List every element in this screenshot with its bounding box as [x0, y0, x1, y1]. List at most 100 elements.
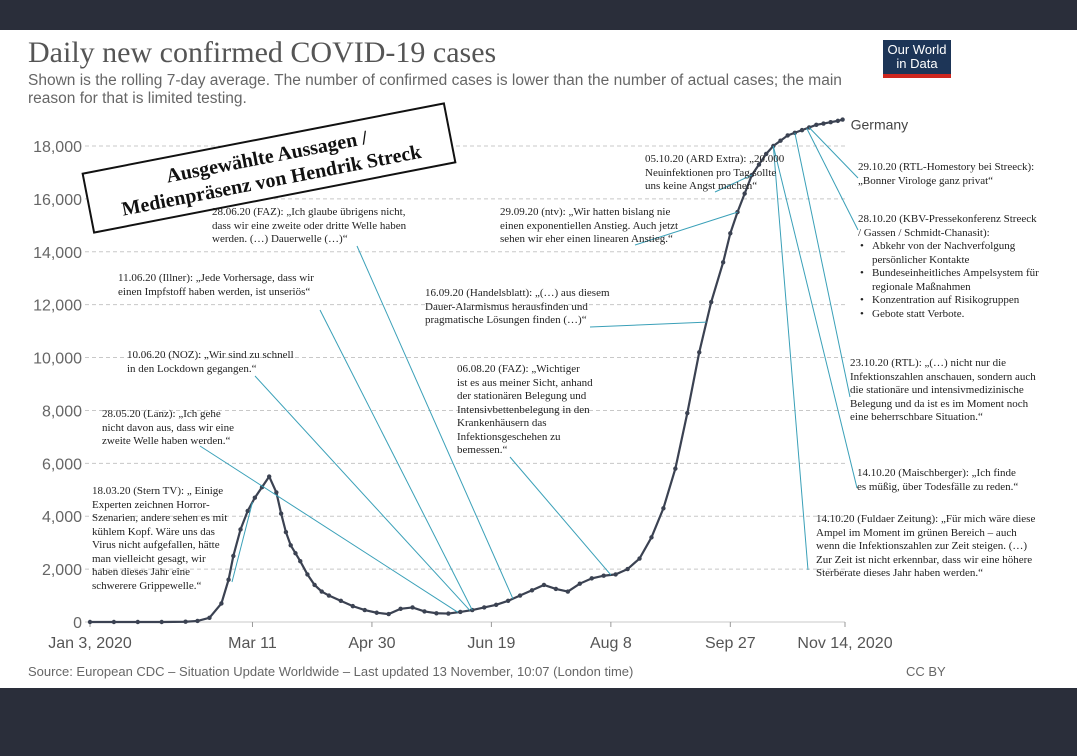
data-point	[207, 615, 212, 620]
data-point	[565, 589, 571, 594]
annotation-bullet: Gebote statt Verbote.	[860, 308, 1070, 322]
y-tick-label: 4,000	[42, 509, 82, 526]
data-point	[87, 619, 93, 625]
data-point	[720, 260, 726, 265]
data-point	[728, 231, 733, 236]
bottom-frame	[0, 688, 1077, 756]
annotation-line: bemessen.“	[457, 444, 508, 456]
chart-subtitle: Shown is the rolling 7-day average. The …	[28, 72, 842, 107]
annotation-a2: 28.05.20 (Lanz): „Ich gehe nicht davon au…	[102, 408, 272, 449]
annotation-leader	[808, 127, 859, 179]
x-tick-label: Apr 30	[348, 635, 395, 652]
y-tick-label: 14,000	[33, 245, 82, 262]
annotation-line: einen Impfstoff haben werden, ist unseri…	[118, 285, 311, 298]
data-point	[685, 410, 690, 416]
data-point	[159, 619, 164, 625]
data-point	[799, 127, 805, 133]
annotation-line: 28.06.20 (FAZ): „Ich glaube übrigens nic…	[212, 206, 406, 218]
data-point	[135, 619, 140, 625]
data-point	[763, 151, 769, 157]
data-point	[553, 586, 559, 592]
annotation-line: 06.08.20 (FAZ): „Wichtiger	[457, 363, 580, 375]
annotation-line: sehen wir eher einen linearen Anstieg.“	[500, 233, 673, 245]
data-point	[637, 556, 642, 561]
annotation-a14: 29.10.20 (RTL-Homestory bei Streeck): „Bo…	[858, 161, 1070, 188]
owid-logo[interactable]: Our World in Data	[883, 40, 951, 78]
annotation-line: / Gassen / Schmidt-Chanasit):	[858, 226, 990, 239]
data-point	[821, 121, 826, 126]
logo-line2: in Data	[896, 56, 938, 71]
annotation-a13: 28.10.20 (KBV-Pressekonferenz Streeck / G…	[858, 213, 1070, 321]
data-point	[298, 558, 303, 564]
annotation-leader	[589, 321, 707, 328]
annotation-line: einen exponentiellen Anstieg. Auch jetzt	[500, 219, 679, 232]
logo-line1: Our World	[887, 42, 947, 57]
data-point	[505, 598, 511, 604]
data-point	[362, 607, 367, 613]
annotation-line: schwerere Grippewelle.“	[92, 579, 202, 592]
data-point	[398, 606, 403, 611]
annotation-bullet: Konzentration auf Risikogruppen	[860, 294, 1070, 308]
data-point	[493, 602, 499, 608]
data-point	[312, 582, 317, 588]
annotation-a3: 10.06.20 (NOZ): „Wir sind zu schnell in d…	[127, 349, 347, 376]
annotation-line: 14.10.20 (Maischberger): „Ich finde	[857, 467, 1016, 479]
annotation-leader	[509, 456, 612, 576]
annotation-line: man vielleicht gesagt, wir	[92, 552, 206, 565]
data-point	[649, 535, 654, 540]
data-point	[709, 299, 714, 305]
annotation-line: Sterberate dieses Jahr haben werden.“	[816, 567, 984, 579]
data-point	[278, 511, 284, 516]
data-point	[374, 610, 379, 615]
annotation-leader	[319, 309, 473, 611]
annotation-a10: 14.10.20 (Fuldaer Zeitung): „Für mich wä…	[816, 513, 1071, 581]
data-point	[625, 566, 630, 572]
annotation-a9: 05.10.20 (ARD Extra): „20.000 Neuinfektio…	[645, 153, 805, 194]
annotation-leader	[231, 501, 253, 583]
annotation-line: Zur Zeit ist nicht erkennbar, dass wir e…	[816, 553, 1033, 566]
annotation-a8: 29.09.20 (ntv): „Wir hatten bislang nie e…	[500, 206, 710, 247]
y-tick-label: 2,000	[42, 562, 82, 579]
chart-title: Daily new confirmed COVID-19 cases	[28, 36, 497, 69]
line-chart: 0 2,000 4,000 6,000 8,000 10,000 12,000 14,000 1…	[33, 117, 908, 652]
data-point	[326, 593, 332, 598]
annotation-line: 28.05.20 (Lanz): „Ich gehe	[102, 408, 221, 420]
annotation-leader	[199, 445, 459, 613]
x-tick-label: Mar 11	[228, 635, 277, 652]
y-tick-label: 6,000	[42, 456, 82, 473]
annotation-line: 29.09.20 (ntv): „Wir hatten bislang nie	[500, 206, 671, 218]
data-point	[840, 117, 845, 122]
data-point	[319, 589, 324, 594]
data-point	[410, 605, 415, 610]
annotation-leader	[772, 145, 809, 571]
annotation-line: 23.10.20 (RTL): „(…) nicht nur die	[850, 357, 1007, 369]
chart-card: Daily new confirmed COVID-19 cases Shown…	[0, 30, 1077, 688]
annotation-a4: 11.06.20 (Illner): „Jede Vorhersage, das…	[118, 272, 358, 299]
annotation-line: Ampel im Moment im grünen Bereich – auch	[816, 526, 1017, 539]
data-point	[589, 576, 594, 581]
annotation-line: die stationäre und intensivmedizinische	[850, 384, 1024, 396]
x-tick-label: Nov 14, 2020	[797, 635, 892, 652]
data-point	[305, 572, 310, 577]
annotation-line: 10.06.20 (NOZ): „Wir sind zu schnell	[127, 349, 294, 361]
y-tick-label: 0	[73, 615, 82, 632]
annotation-line: 28.10.20 (KBV-Pressekonferenz Streeck	[858, 213, 1037, 225]
annotation-line: Infektionszahlen anschauen, sondern auch	[850, 370, 1036, 383]
data-point	[111, 619, 117, 625]
annotation-line: „Bonner Virologe ganz privat“	[858, 174, 994, 187]
annotation-line: Krankenhäusern das	[457, 417, 547, 429]
data-point	[183, 619, 188, 624]
x-tick-label: Jun 19	[467, 635, 515, 652]
data-point	[386, 611, 391, 617]
data-point	[778, 138, 783, 143]
data-point	[231, 553, 236, 559]
data-point	[238, 527, 243, 532]
data-point	[293, 551, 298, 556]
annotation-leader	[772, 145, 858, 489]
data-point	[835, 118, 841, 124]
annotation-line: Virus nicht aufgefallen, hätte	[92, 539, 220, 551]
license-label[interactable]: CC BY	[906, 664, 946, 679]
x-tick-label: Aug 8	[590, 635, 632, 652]
source-note: Source: European CDC – Situation Update …	[28, 664, 634, 679]
annotation-line: wenn die Infektionszahlen zur Zeit steig…	[816, 540, 1028, 552]
